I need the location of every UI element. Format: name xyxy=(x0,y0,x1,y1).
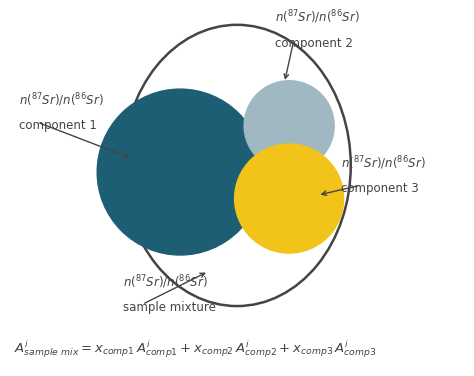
Text: $n(^{87}$Sr$)/n(^{86}$Sr$)$: $n(^{87}$Sr$)/n(^{86}$Sr$)$ xyxy=(275,9,360,26)
Text: $n(^{87}$Sr$)/n(^{86}$Sr$)$: $n(^{87}$Sr$)/n(^{86}$Sr$)$ xyxy=(19,92,104,109)
Text: component 1: component 1 xyxy=(19,119,97,132)
Text: $n(^{87}$Sr$)/n(^{86}$Sr$)$: $n(^{87}$Sr$)/n(^{86}$Sr$)$ xyxy=(123,274,208,291)
Text: sample mixture: sample mixture xyxy=(123,301,216,314)
Text: $n(^{87}$Sr$)/n(^{86}$Sr$)$: $n(^{87}$Sr$)/n(^{86}$Sr$)$ xyxy=(341,155,426,172)
Text: component 3: component 3 xyxy=(341,182,419,195)
Ellipse shape xyxy=(123,25,351,306)
Text: $A^i_{sample\ mix} = x_{comp1}\,A^i_{comp1} + x_{comp2}\,A^i_{comp2} + x_{comp3}: $A^i_{sample\ mix} = x_{comp1}\,A^i_{com… xyxy=(14,339,377,361)
Ellipse shape xyxy=(97,89,263,255)
Ellipse shape xyxy=(235,144,344,253)
Text: component 2: component 2 xyxy=(275,36,353,50)
Ellipse shape xyxy=(244,81,334,171)
